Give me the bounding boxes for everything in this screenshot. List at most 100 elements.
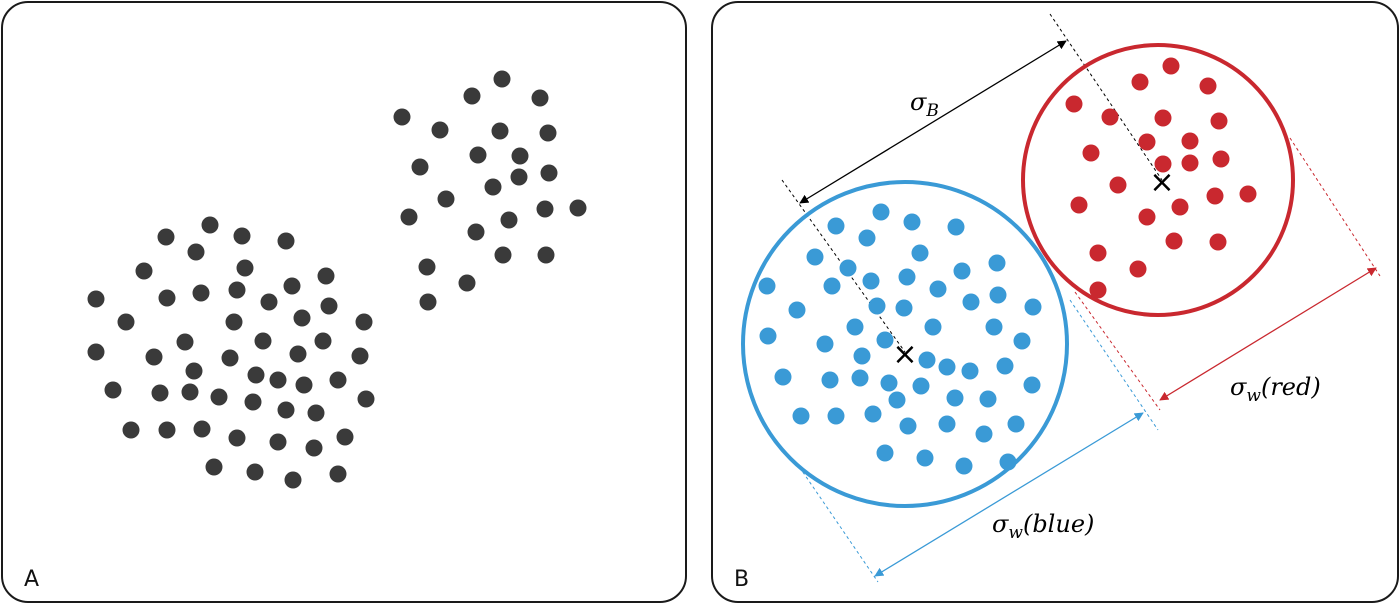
blue-point [792, 407, 810, 425]
panel-a-point [87, 290, 105, 308]
panel-a-point [418, 258, 436, 276]
red-cluster-points [1065, 57, 1257, 299]
red-point [1162, 57, 1180, 75]
panel-a-point [307, 404, 325, 422]
blue-point [868, 297, 886, 315]
panel-a-point [210, 388, 228, 406]
panel-b-label: B [734, 567, 749, 592]
blue-point [979, 390, 997, 408]
blue-point [996, 357, 1014, 375]
red-point [1199, 77, 1217, 95]
blue-point [946, 389, 964, 407]
red-point [1109, 176, 1127, 194]
panel-a-point [104, 381, 122, 399]
red-point [1138, 208, 1156, 226]
panel-a-point [246, 463, 264, 481]
blue-point [823, 277, 841, 295]
blue-point [821, 371, 839, 389]
blue-point [962, 293, 980, 311]
blue-point [918, 351, 936, 369]
panel-a-point [221, 349, 239, 367]
blue-point [846, 318, 864, 336]
red-point [1101, 108, 1119, 126]
panel-a-point [289, 345, 307, 363]
blue-point [816, 335, 834, 353]
panel-a-point [419, 293, 437, 311]
blue-point [864, 405, 882, 423]
blue-point [1007, 415, 1025, 433]
blue-point [774, 368, 792, 386]
blue-point [876, 444, 894, 462]
sigma-w-blue-guide-lower [795, 461, 879, 583]
blue-point [929, 280, 947, 298]
panel-a-point [145, 348, 163, 366]
panel-a-point [233, 227, 251, 245]
panel-a-point [225, 313, 243, 331]
blue-point [872, 203, 890, 221]
panel-a-point [192, 284, 210, 302]
sigma-b-label: σB [910, 88, 939, 121]
panel-a-point [277, 401, 295, 419]
sigma-b-subscript: B [925, 101, 939, 121]
blue-point [876, 331, 894, 349]
panel-a-point [329, 371, 347, 389]
blue-point [961, 362, 979, 380]
blue-point [839, 259, 857, 277]
panel-a-point [393, 108, 411, 126]
red-point [1082, 144, 1100, 162]
panel-a-point [510, 168, 528, 186]
panel-a: A [1, 1, 687, 603]
blue-point [862, 272, 880, 290]
sigma-b-symbol: σ [910, 88, 927, 116]
panel-a-point [484, 178, 502, 196]
blue-point [947, 218, 965, 236]
panel-a-point [355, 313, 373, 331]
red-point [1154, 155, 1172, 173]
blue-point [788, 301, 806, 319]
blue-point [888, 391, 906, 409]
panel-a-point [536, 200, 554, 218]
red-point [1239, 185, 1257, 203]
sigma-b-guide-blue [781, 179, 906, 353]
panel-a-point [569, 199, 587, 217]
blue-point [985, 318, 1003, 336]
panel-a-point [314, 332, 332, 350]
panel-a-scatter [87, 70, 587, 489]
panel-a-point [336, 428, 354, 446]
panel-a-point [269, 371, 287, 389]
panel-a-point [357, 390, 375, 408]
panel-a-point [260, 293, 278, 311]
blue-point [759, 327, 777, 345]
blue-point [853, 347, 871, 365]
blue-point [988, 254, 1006, 272]
panel-a-point [458, 274, 476, 292]
sigma-w-red-label: σw(red) [1230, 373, 1321, 406]
sigma-w-blue-subscript: w [1008, 523, 1023, 543]
panel-a-point [228, 429, 246, 447]
panel-a-point [411, 158, 429, 176]
panel-a-point [400, 208, 418, 226]
sigma-w-red-subscript: w [1246, 386, 1261, 406]
panel-a-point [277, 232, 295, 250]
blue-point [999, 453, 1017, 471]
red-point [1138, 133, 1156, 151]
red-point [1210, 112, 1228, 130]
panel-a-point [329, 465, 347, 483]
panel-a-point [493, 70, 511, 88]
sigma-w-red-arg: (red) [1261, 373, 1321, 401]
blue-point [955, 457, 973, 475]
sigma-w-red-arrow [1159, 267, 1377, 401]
panel-a-point [437, 190, 455, 208]
blue-point [975, 425, 993, 443]
red-point [1181, 154, 1199, 172]
blue-point [758, 277, 776, 295]
red-point [1129, 260, 1147, 278]
blue-cluster-points [758, 203, 1042, 475]
panel-a-point [351, 347, 369, 365]
panel-a-point [193, 420, 211, 438]
blue-point [899, 417, 917, 435]
sigma-w-blue-guide-upper [1069, 299, 1159, 431]
panel-a-point [201, 216, 219, 234]
panel-a-point [284, 471, 302, 489]
blue-point [912, 377, 930, 395]
